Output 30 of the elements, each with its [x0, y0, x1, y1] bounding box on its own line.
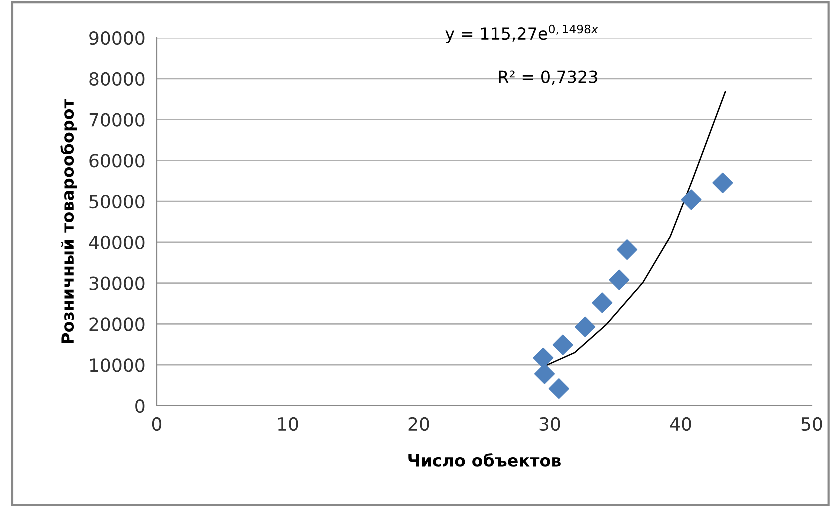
y-tick-label: 60000	[90, 154, 145, 168]
x-axis-title: Число объектов	[408, 453, 561, 467]
point	[533, 348, 554, 368]
point	[712, 172, 734, 194]
point	[552, 334, 574, 356]
point	[609, 270, 630, 290]
point	[617, 240, 638, 260]
annotation: y = 115,27e$^{0,1498x}$	[446, 24, 598, 44]
y-tick-label: 50000	[90, 195, 145, 209]
x-tick-label: 20	[408, 417, 430, 432]
x-tick-label: 30	[540, 417, 560, 432]
y-tick-label: 10000	[90, 358, 145, 372]
x-tick-label: 40	[670, 417, 692, 432]
y-tick-label: 30000	[90, 276, 145, 290]
annotation: R² = 0,7323	[499, 70, 598, 86]
point	[681, 190, 702, 210]
y-tick-label: 90000	[90, 31, 145, 46]
y-tick-label: 20000	[90, 318, 145, 332]
y-tick-label: 80000	[90, 72, 145, 86]
x-tick-label: 0	[152, 417, 162, 432]
x-tick-label: 50	[802, 417, 822, 432]
y-axis-title: Розничный товарооборот	[60, 99, 78, 344]
point	[592, 292, 613, 314]
point	[534, 364, 556, 384]
point	[575, 316, 596, 338]
x-tick-label: 10	[278, 417, 298, 432]
y-tick-label: 70000	[90, 113, 145, 127]
point	[548, 378, 570, 400]
y-tick-label: 0	[136, 399, 145, 414]
y-tick-label: 40000	[89, 236, 145, 250]
